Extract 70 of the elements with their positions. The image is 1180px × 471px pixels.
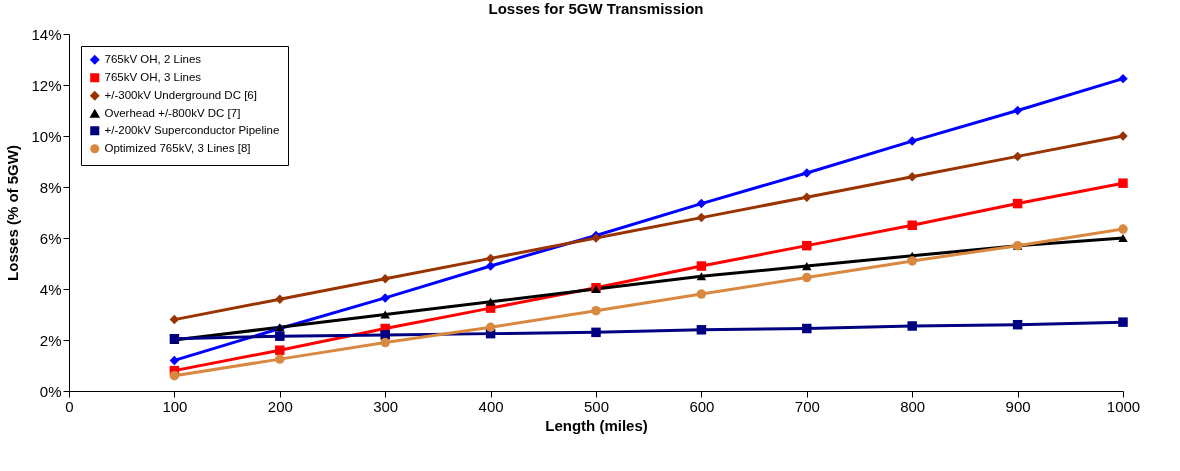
point [802, 272, 812, 283]
point [1118, 73, 1128, 84]
point [485, 253, 496, 264]
point [696, 212, 707, 223]
point [169, 314, 180, 325]
legend-label: 765kV OH, 2 Lines [104, 52, 202, 65]
point [275, 345, 285, 355]
x-tick-label: 800 [900, 397, 926, 415]
point [1118, 317, 1128, 327]
point [485, 322, 496, 332]
point [907, 172, 917, 182]
x-axis-title: Length (miles) [545, 416, 648, 434]
point [591, 327, 601, 338]
point [696, 289, 707, 299]
point [275, 354, 285, 364]
point [275, 294, 285, 304]
chart-title: Losses for 5GW Transmission [488, 0, 704, 17]
x-tick-label: 100 [162, 397, 188, 415]
point [1012, 319, 1023, 330]
legend-label: +/-300kV Underground DC [6] [104, 88, 257, 101]
x-tick-label: 200 [267, 397, 293, 415]
point [802, 240, 812, 251]
point [1118, 224, 1128, 234]
point [802, 323, 812, 334]
point [907, 220, 917, 230]
y-tick-label: 2% [39, 331, 62, 349]
point [907, 256, 917, 266]
point [380, 274, 390, 284]
point [802, 261, 812, 271]
x-tick-label: 0 [65, 397, 74, 415]
y-tick-label: 12% [31, 76, 62, 94]
point [696, 261, 707, 271]
point [380, 310, 390, 319]
x-tick-label: 400 [478, 397, 504, 415]
x-tick-label: 900 [1005, 397, 1031, 415]
point [1118, 178, 1128, 188]
point [696, 325, 707, 335]
point [169, 370, 180, 381]
point [907, 321, 917, 331]
point [1012, 151, 1023, 162]
point [169, 355, 180, 366]
point [802, 192, 812, 202]
point [1012, 105, 1023, 116]
point [1012, 198, 1023, 209]
point [1118, 233, 1128, 243]
y-tick-label: 0% [39, 382, 62, 400]
legend-label: Overhead +/-800kV DC [7] [104, 106, 241, 119]
y-tick-label: 4% [39, 280, 62, 298]
point [696, 198, 707, 209]
legend-label: +/-200kV Superconductor Pipeline [104, 123, 280, 136]
point [275, 331, 285, 341]
y-tick-label: 14% [31, 25, 62, 43]
point [380, 293, 390, 303]
legend-label: 765kV OH, 3 Lines [104, 70, 202, 83]
y-tick-label: 8% [39, 178, 62, 196]
y-axis-title: Losses (% of 5GW) [4, 145, 22, 281]
x-tick-label: 300 [373, 397, 399, 415]
point [696, 272, 707, 281]
y-tick-label: 6% [39, 229, 62, 247]
y-tick-label: 10% [31, 127, 62, 145]
point [380, 337, 390, 348]
point [591, 305, 601, 316]
x-tick-label: 700 [794, 397, 820, 415]
x-tick-label: 500 [583, 397, 610, 415]
point [907, 136, 917, 146]
point [485, 261, 496, 271]
x-tick-label: 1000 [1106, 397, 1141, 415]
point [485, 297, 496, 306]
x-tick-label: 600 [689, 397, 715, 415]
legend-label: Optimized 765kV, 3 Lines [8] [104, 141, 251, 154]
